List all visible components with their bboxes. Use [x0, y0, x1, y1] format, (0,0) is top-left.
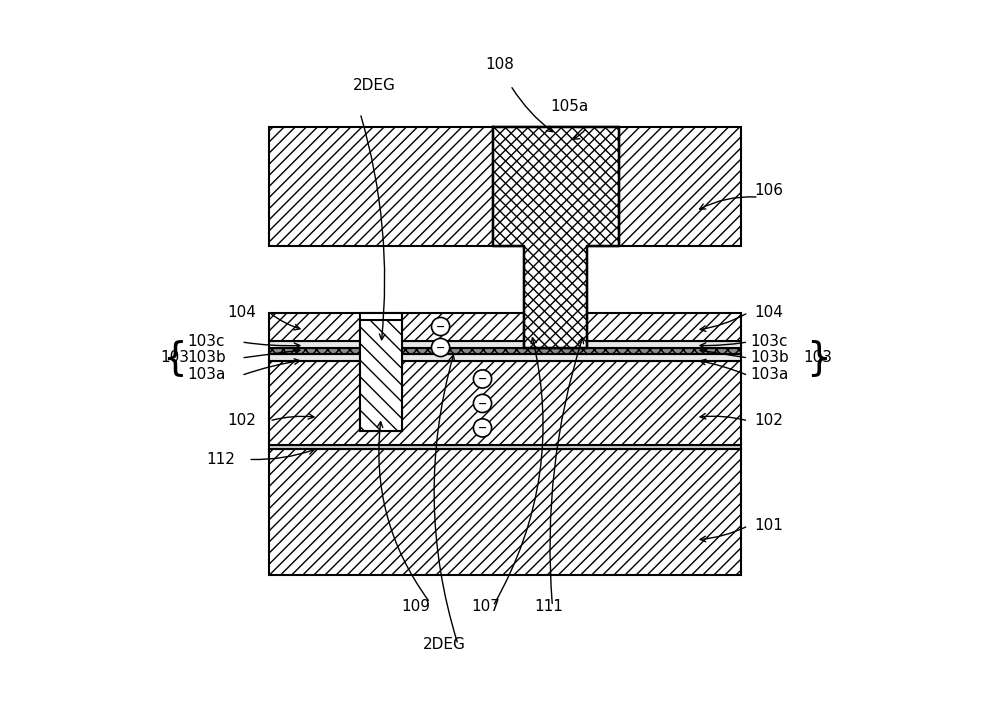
- Text: 104: 104: [755, 305, 784, 320]
- FancyBboxPatch shape: [269, 355, 741, 362]
- FancyBboxPatch shape: [269, 347, 741, 355]
- Text: 2DEG: 2DEG: [353, 78, 396, 93]
- Text: 107: 107: [472, 599, 500, 614]
- Text: 2DEG: 2DEG: [423, 637, 465, 652]
- FancyBboxPatch shape: [269, 340, 741, 347]
- Text: 103a: 103a: [187, 366, 226, 382]
- Text: 103: 103: [160, 350, 189, 366]
- FancyBboxPatch shape: [269, 362, 741, 445]
- Text: 103c: 103c: [750, 334, 788, 350]
- Text: −: −: [436, 343, 445, 352]
- Circle shape: [473, 395, 492, 413]
- Text: 105a: 105a: [551, 99, 589, 114]
- Text: 102: 102: [755, 413, 784, 428]
- Text: }: }: [806, 339, 831, 377]
- Circle shape: [431, 317, 450, 336]
- Text: 106: 106: [755, 183, 784, 198]
- Circle shape: [473, 370, 492, 388]
- FancyBboxPatch shape: [360, 319, 402, 432]
- Text: 102: 102: [227, 413, 256, 428]
- Text: 111: 111: [535, 599, 563, 614]
- FancyBboxPatch shape: [360, 312, 402, 432]
- FancyBboxPatch shape: [269, 449, 741, 575]
- Polygon shape: [493, 127, 619, 347]
- Text: 112: 112: [206, 452, 235, 467]
- FancyBboxPatch shape: [493, 127, 619, 246]
- Text: 103: 103: [804, 350, 833, 366]
- Text: 103b: 103b: [750, 350, 789, 366]
- Text: 103b: 103b: [187, 350, 226, 366]
- Text: −: −: [478, 374, 487, 384]
- Text: 103a: 103a: [750, 366, 788, 382]
- Text: −: −: [478, 399, 487, 409]
- Text: 109: 109: [402, 599, 431, 614]
- Text: {: {: [162, 339, 187, 377]
- Text: −: −: [478, 423, 487, 433]
- Text: 108: 108: [486, 57, 514, 72]
- Text: 104: 104: [227, 305, 256, 320]
- Circle shape: [473, 419, 492, 437]
- FancyBboxPatch shape: [524, 312, 587, 347]
- Circle shape: [431, 338, 450, 357]
- FancyBboxPatch shape: [269, 312, 741, 340]
- FancyBboxPatch shape: [269, 445, 741, 449]
- FancyBboxPatch shape: [269, 127, 741, 246]
- Text: 103c: 103c: [188, 334, 225, 350]
- Text: 101: 101: [755, 518, 784, 534]
- Text: −: −: [436, 322, 445, 331]
